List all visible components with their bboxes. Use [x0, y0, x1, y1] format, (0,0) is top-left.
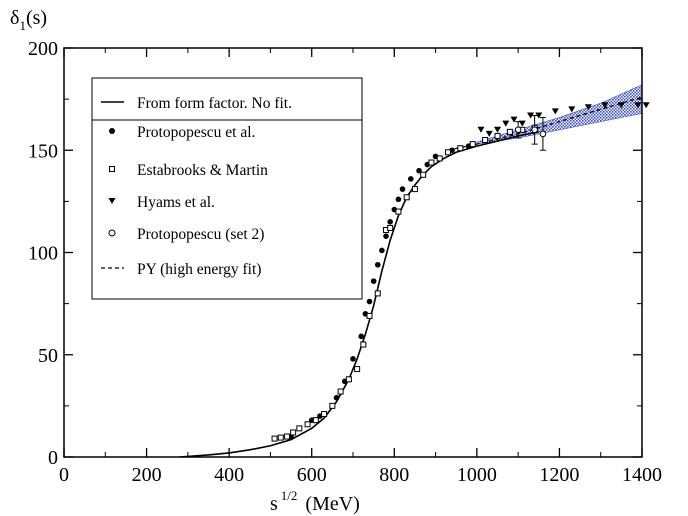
point-protopopescu — [366, 298, 373, 305]
point-estabrooks — [457, 145, 464, 152]
point-hyams — [518, 120, 526, 127]
form-factor-line — [179, 131, 539, 457]
point-estabrooks — [444, 149, 451, 156]
legend-label-protopopescu: Protopopescu et al. — [137, 124, 255, 141]
point-estabrooks — [360, 341, 367, 348]
legend: From form factor. No fit. Protopopescu e… — [91, 77, 363, 300]
x-axis-title-sup: 1/2 — [281, 488, 298, 503]
point-hyams — [535, 112, 543, 119]
point-hyams — [617, 102, 625, 109]
point-protopopescu — [350, 356, 356, 362]
point-protopopescu-set2 — [539, 130, 547, 138]
point-estabrooks — [374, 290, 381, 297]
point-estabrooks — [387, 224, 394, 231]
y-axis-title-sub: 1 — [19, 18, 26, 33]
point-hyams — [485, 130, 493, 137]
x-axis-title: s 1/2 (MeV) — [270, 488, 360, 515]
point-protopopescu — [395, 196, 402, 203]
x-tick-label: 0 — [59, 464, 69, 486]
point-estabrooks — [436, 155, 443, 162]
point-estabrooks — [312, 417, 319, 424]
point-hyams — [601, 102, 609, 109]
point-hyams — [584, 104, 592, 111]
point-estabrooks — [329, 402, 336, 409]
y-axis-title-rest: (s) — [26, 7, 47, 29]
point-estabrooks — [296, 425, 303, 432]
point-estabrooks — [494, 132, 501, 139]
x-tick-label: 1400 — [622, 464, 662, 486]
point-protopopescu — [387, 219, 393, 225]
legend-label-estabrooks: Estabrooks & Martin — [137, 162, 268, 179]
legend-label-py: PY (high energy fit) — [137, 261, 261, 278]
point-hyams — [634, 102, 642, 109]
legend-label-protopopescu-set2: Protopopescu (set 2) — [137, 226, 264, 243]
legend-box — [91, 77, 363, 300]
point-protopopescu — [383, 233, 389, 239]
point-protopopescu — [408, 176, 414, 182]
legend-marker-protopopescu-set2 — [108, 229, 116, 237]
point-hyams — [494, 126, 501, 133]
y-tick-label: 200 — [28, 38, 58, 60]
point-estabrooks — [277, 434, 284, 441]
point-hyams — [551, 108, 559, 115]
point-estabrooks — [366, 312, 373, 319]
x-tick-label: 600 — [297, 464, 327, 486]
legend-marker-hyams — [108, 198, 116, 204]
x-tick-label: 1000 — [457, 464, 497, 486]
legend-label-form-factor: From form factor. No fit. — [137, 95, 292, 112]
point-protopopescu-set2 — [531, 126, 538, 134]
y-axis-title: δ1(s) — [10, 7, 47, 33]
x-tick-label: 400 — [214, 464, 244, 486]
point-hyams — [568, 106, 576, 113]
point-estabrooks — [337, 388, 344, 395]
point-protopopescu — [399, 186, 406, 192]
point-estabrooks — [283, 433, 290, 440]
point-estabrooks — [271, 435, 278, 442]
point-estabrooks — [354, 366, 361, 373]
point-protopopescu — [374, 261, 381, 268]
x-tick-label: 800 — [379, 464, 409, 486]
x-tick-label: 1200 — [539, 464, 579, 486]
x-axis-title-rest: (MeV) — [305, 493, 359, 515]
point-protopopescu — [333, 394, 340, 401]
point-protopopescu — [370, 278, 377, 284]
x-tick-label: 200 — [132, 464, 162, 486]
point-estabrooks — [469, 141, 476, 148]
point-estabrooks — [428, 159, 435, 166]
point-estabrooks — [321, 411, 328, 418]
legend-marker-protopopescu — [109, 128, 115, 134]
point-estabrooks — [290, 429, 297, 436]
point-hyams — [477, 126, 485, 133]
point-protopopescu-set2 — [514, 126, 522, 134]
point-protopopescu — [379, 247, 385, 254]
point-estabrooks — [411, 186, 418, 193]
point-estabrooks — [420, 171, 427, 178]
point-hyams — [502, 120, 510, 127]
point-estabrooks — [395, 208, 402, 215]
point-hyams — [642, 102, 650, 109]
point-estabrooks — [403, 194, 410, 201]
point-hyams — [510, 116, 518, 123]
point-estabrooks — [345, 376, 352, 383]
y-tick-label: 0 — [48, 447, 58, 469]
point-estabrooks — [482, 137, 489, 144]
y-tick-label: 50 — [38, 345, 58, 367]
legend-marker-estabrooks — [109, 166, 115, 172]
point-estabrooks — [304, 421, 311, 428]
point-estabrooks — [506, 128, 513, 135]
y-axis-title-main: δ — [10, 7, 19, 29]
error-band — [476, 84, 642, 145]
point-hyams — [527, 112, 535, 119]
y-tick-label: 150 — [28, 140, 58, 162]
legend-label-hyams: Hyams et al. — [137, 194, 215, 211]
point-protopopescu — [358, 333, 365, 340]
x-axis-title-main: s — [270, 493, 278, 515]
y-tick-label: 100 — [28, 243, 58, 265]
